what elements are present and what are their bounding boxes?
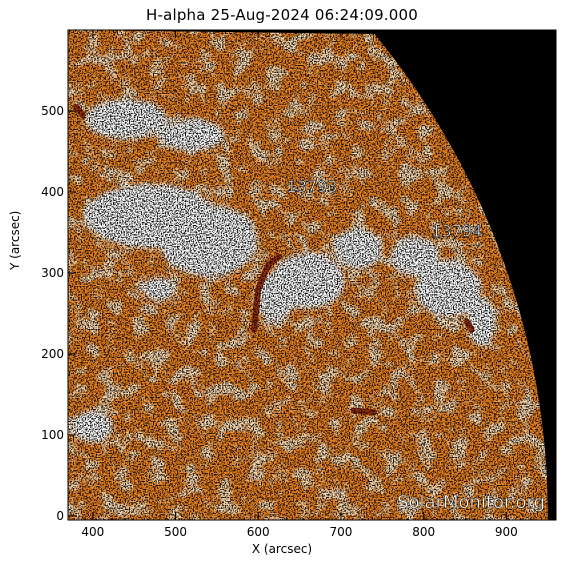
chromosphere-texture [68,30,548,520]
y-tick-label: 0 [56,509,64,523]
watermark: SolarMonitor.org [397,492,545,513]
x-tick-label: 500 [164,525,187,539]
x-axis-label: X (arcsec) [251,542,313,556]
y-tick-label: 200 [41,347,64,361]
y-tick-label: 300 [41,266,64,280]
solar-image: 13793 13794 SolarMonitor.org [68,30,556,520]
plot-frame [67,29,557,521]
y-tick-label: 500 [41,104,64,118]
x-tick-label: 800 [412,525,435,539]
region-label: 13794 [431,222,482,241]
y-tick-label: 400 [41,185,64,199]
axis-ticks: 400 500 600 700 800 900 0 100 200 300 400 500 [41,30,556,539]
x-tick-label: 600 [247,525,270,539]
figure-title: H-alpha 25-Aug-2024 06:24:09.000 [145,6,419,24]
region-label: 13793 [287,177,338,196]
region-labels: 13793 13794 [286,177,482,241]
x-tick-label: 900 [495,525,518,539]
y-tick-label: 100 [41,428,64,442]
x-tick-label: 400 [81,525,104,539]
x-tick-label: 700 [329,525,352,539]
